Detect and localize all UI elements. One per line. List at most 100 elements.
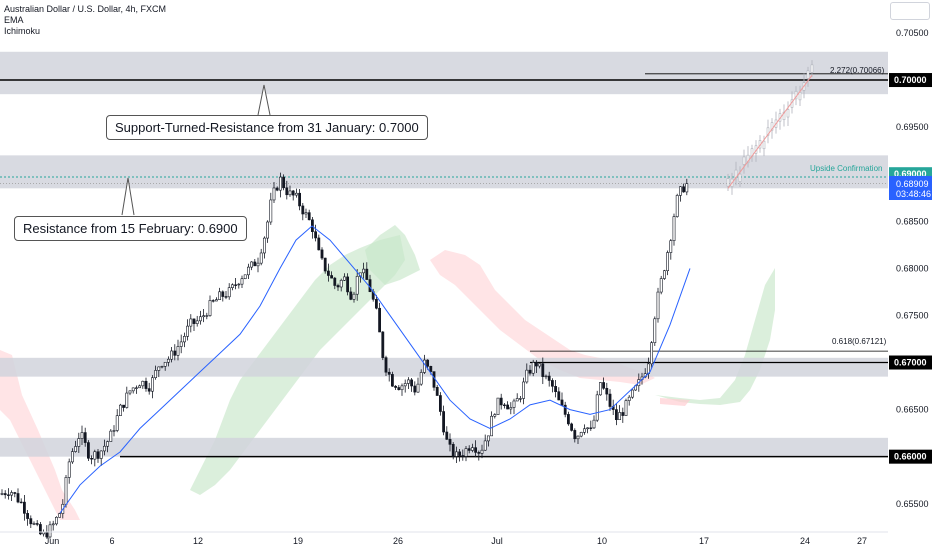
x-tick-label: 19: [293, 536, 303, 546]
candle: [259, 248, 263, 266]
projection-candle: [742, 149, 746, 174]
bear-cloud-left: [0, 350, 80, 520]
y-tick-label: 0.68000: [896, 263, 929, 273]
candle: [336, 283, 340, 291]
indicator-ichimoku: Ichimoku: [4, 26, 41, 36]
x-tick-label: 24: [800, 536, 810, 546]
candle: [51, 520, 55, 531]
candle: [618, 405, 622, 421]
candle: [237, 282, 241, 289]
level-tag-label: 0.70000: [894, 75, 927, 85]
callout-pointers: [121, 84, 271, 216]
candle: [275, 186, 279, 192]
candle: [186, 319, 190, 341]
y-tick-label: 0.66500: [896, 405, 929, 415]
candle: [662, 269, 666, 280]
candle: [227, 283, 231, 300]
candle: [221, 290, 225, 302]
candle: [314, 224, 318, 242]
candle: [669, 238, 673, 260]
candle: [355, 269, 359, 301]
candle: [135, 385, 138, 394]
candle: [106, 440, 110, 453]
candle: [262, 236, 266, 259]
candle: [170, 346, 174, 363]
candle: [400, 383, 404, 396]
candle: [13, 491, 17, 498]
candle: [544, 374, 548, 380]
candle: [74, 440, 78, 453]
candle: [554, 380, 558, 398]
candle: [659, 275, 663, 295]
candle: [557, 387, 561, 401]
candle: [320, 247, 324, 260]
level-lines: [0, 73, 888, 458]
candle: [410, 377, 414, 392]
candle: [650, 341, 654, 369]
fib-2272-label: 2.272(0.70066): [830, 66, 885, 75]
candle: [403, 379, 407, 393]
candle: [90, 455, 94, 465]
candle: [288, 185, 292, 197]
current-price: 0.68909: [896, 179, 929, 189]
time-axis: Jun 6 12 19 26 Jul 10 17 24 27: [0, 531, 888, 546]
candle: [29, 515, 33, 528]
x-tick-label: 10: [597, 536, 607, 546]
candle: [93, 449, 97, 467]
top-right-button[interactable]: [890, 2, 930, 20]
candle: [115, 409, 119, 433]
candle: [406, 377, 410, 390]
candle: [576, 435, 580, 444]
candle: [272, 181, 276, 204]
candle: [502, 403, 506, 409]
candle: [592, 415, 596, 429]
candle: [333, 276, 337, 290]
candle: [310, 216, 314, 239]
countdown: 03:48:46: [896, 189, 931, 199]
level-tag-label: 0.67000: [894, 358, 927, 368]
candle: [215, 297, 218, 302]
bear-cloud-mid: [430, 250, 655, 385]
candle: [432, 371, 436, 391]
candle: [35, 520, 39, 527]
candle: [352, 291, 356, 303]
candle: [534, 360, 538, 373]
candles: [0, 172, 689, 539]
candle: [474, 440, 478, 458]
candle: [656, 287, 660, 323]
candle: [32, 521, 36, 526]
candle: [509, 402, 513, 415]
candle: [605, 382, 609, 401]
candle: [109, 429, 113, 442]
candle: [531, 359, 535, 377]
y-tick-label: 0.65500: [896, 499, 929, 509]
candle: [58, 512, 62, 518]
candle: [467, 445, 471, 454]
candle: [608, 389, 612, 411]
candle: [301, 203, 305, 221]
level-tag: 0.70000: [889, 73, 932, 88]
bear-cloud-small: [660, 398, 690, 406]
candle: [595, 390, 599, 423]
candle: [438, 392, 442, 416]
candle: [103, 439, 106, 456]
candle: [167, 356, 170, 367]
y-tick-label: 0.67500: [896, 310, 929, 320]
candle: [541, 357, 545, 385]
candle: [621, 407, 625, 423]
candle: [378, 302, 382, 333]
candle: [160, 365, 164, 369]
candle: [154, 365, 158, 380]
candle: [582, 424, 586, 435]
candle: [512, 398, 516, 415]
candle: [26, 510, 30, 526]
x-tick-label: 6: [109, 536, 114, 546]
candle: [122, 404, 126, 412]
candle: [77, 432, 81, 453]
symbol-title: Australian Dollar / U.S. Dollar, 4h, FXC…: [4, 4, 167, 14]
candle: [7, 488, 10, 500]
candle: [675, 193, 679, 218]
candle: [202, 309, 206, 323]
candle: [547, 371, 551, 387]
